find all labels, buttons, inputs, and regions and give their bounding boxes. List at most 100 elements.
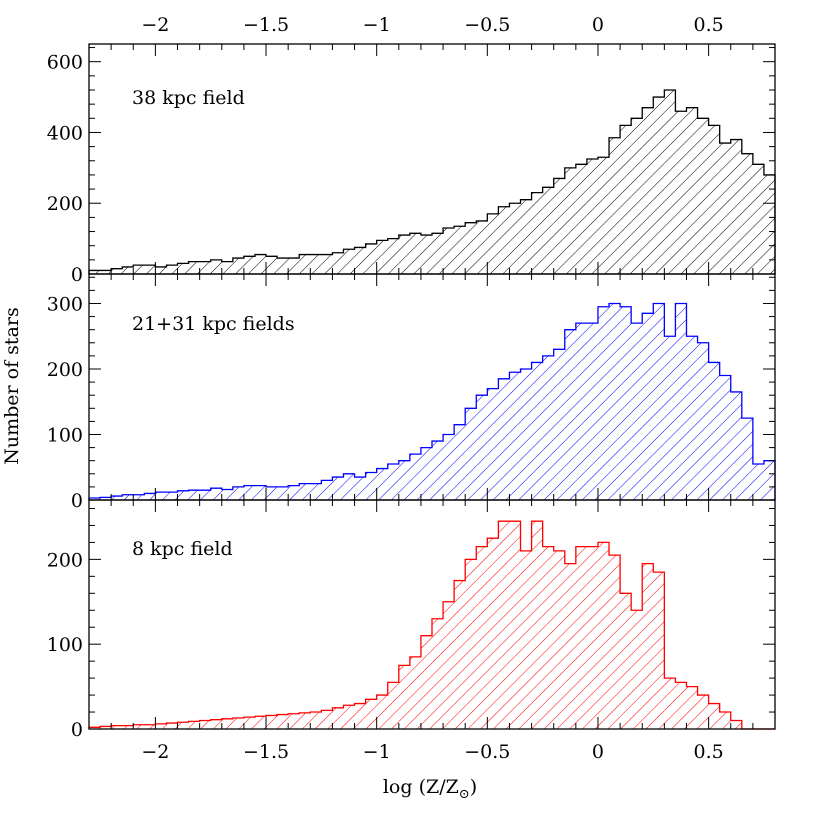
histogram-bar [631,323,643,500]
histogram-bar [752,463,764,500]
histogram-bar [697,118,709,274]
histogram-bar [487,213,499,274]
panel-label-8kpc: 8 kpc field [132,538,233,560]
histogram-bar [531,192,543,274]
y-tick-label: 0 [71,490,83,512]
histogram-bar [653,303,665,500]
histogram-bar [100,726,112,729]
histogram-bar [719,143,731,274]
histogram-bar [620,306,632,500]
histogram-bar [188,721,200,729]
histogram-bar [166,723,178,729]
histogram-bar [144,724,156,729]
y-tick-label: 600 [47,52,83,74]
histogram-bar [642,313,654,500]
histogram-bar [155,492,167,500]
histogram-bar [487,538,499,729]
histogram-bar [664,678,676,729]
histogram-bar [376,240,388,274]
histogram-bar [708,703,720,729]
histogram-bar [232,258,244,274]
histogram-bar [708,362,720,500]
histogram-bar [531,521,543,729]
histogram-bar [343,473,355,500]
x-axis-top-tick-labels: −2 −1.5 −1 −0.5 0 0.5 [141,14,723,36]
histogram-bar [210,259,222,274]
histogram-bar [332,477,344,500]
panel-label-21-31kpc: 21+31 kpc fields [132,313,295,335]
histogram-bar [111,496,123,500]
histogram-bar [520,550,532,729]
histogram-bar [465,559,477,729]
y-tick-label: 200 [47,549,83,571]
histogram-outline-38kpc [88,89,776,274]
histogram-bar [398,665,410,729]
histogram-bar [288,713,300,729]
x-tick-label-top: 0 [592,14,604,36]
histogram-bar [243,256,255,274]
histogram-bar [310,483,322,500]
histogram-bar [476,395,488,500]
panel-21-31kpc: 0 100 200 300 21+31 kpc fields [47,273,776,512]
histogram-bar [564,563,576,729]
histogram-outline-8kpc [88,520,775,730]
histogram-bar [520,199,532,274]
histogram-bar [199,261,211,274]
histogram-bar [752,164,764,274]
histogram-bar [609,555,621,729]
histogram-bar [266,486,278,500]
histogram-bar [277,714,289,729]
histogram-bar [376,468,388,500]
histogram-bar [586,159,598,274]
histogram-bar [89,727,101,729]
histogram-bar [653,97,665,274]
panel-label-38kpc: 38 kpc field [132,87,245,109]
histogram-bar [299,483,311,500]
histogram-bar [409,233,421,274]
histogram-bar [553,550,565,729]
histogram-bar [432,441,444,500]
histogram-bar [443,434,455,500]
histogram-bar [210,719,222,729]
histogram-bar [221,489,233,500]
histogram-bar [221,718,233,729]
histogram-bar [597,157,610,274]
histogram-bar [420,635,432,729]
histogram-bar [465,222,477,274]
histogram-bar [376,695,388,729]
histogram-bar [122,494,134,500]
histogram-bar [686,336,698,500]
histogram-bar [354,703,366,729]
histogram-bar [398,235,410,274]
histogram-bar [288,258,300,274]
histogram-outline-21-31kpc [88,302,776,500]
histogram-bar [232,486,244,500]
histogram-bar [609,303,621,500]
histogram-bar [266,256,278,274]
x-tick-label-bottom: −1 [363,741,391,763]
histogram-bar [321,710,333,729]
y-axis-label: Number of stars [1,307,23,464]
histogram-bar [243,485,255,500]
histogram-bar [763,174,775,274]
x-tick-label-bottom: 0 [592,741,604,763]
histogram-bar [254,485,267,500]
histogram-bar [155,723,167,729]
histogram-bar [332,707,344,729]
histogram-bar [177,263,189,274]
histogram-bar [631,118,643,274]
histogram-bar [609,137,621,274]
histogram-bar [299,712,311,729]
histogram-bar [509,203,521,274]
y-tick-label: 100 [47,424,83,446]
histogram-bar [730,720,742,729]
histogram-bar [553,178,565,274]
histogram-bar [420,235,432,274]
histogram-bar [122,725,134,729]
histogram-bar [100,497,112,500]
histogram-bar [575,546,587,729]
histogram-bar [675,303,687,500]
histogram-bar [620,593,632,729]
histogram-bar [443,601,455,729]
histogram-bars-21-31kpc [88,302,776,500]
